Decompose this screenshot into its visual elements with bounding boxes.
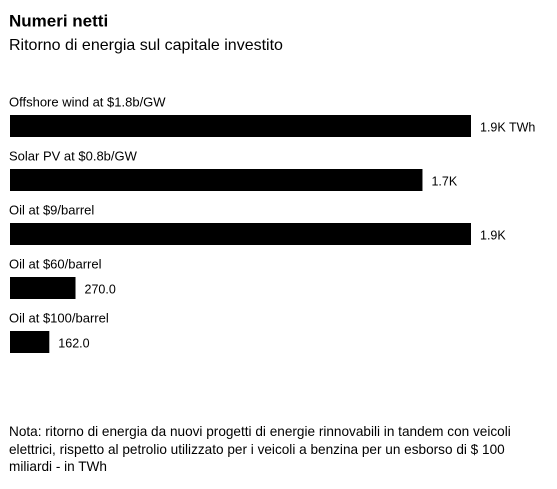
category-label: Oil at $9/barrel: [9, 202, 94, 217]
value-label: 1.7K: [431, 174, 457, 188]
value-label: 1.9K: [480, 228, 506, 242]
value-label: 1.9K TWh: [480, 120, 535, 134]
chart-subtitle: Ritorno di energia sul capitale investit…: [9, 37, 283, 54]
category-label: Oil at $60/barrel: [9, 256, 102, 271]
bar: [10, 331, 50, 353]
bar: [10, 223, 471, 245]
category-label: Oil at $100/barrel: [9, 310, 109, 325]
value-label: 162.0: [58, 336, 89, 350]
bar: [10, 169, 423, 191]
note: Nota: ritorno di energia da nuovi proget…: [9, 424, 511, 474]
category-label: Offshore wind at $1.8b/GW: [9, 94, 166, 109]
chart-title: Numeri netti: [9, 11, 108, 30]
value-label: 270.0: [85, 282, 116, 296]
category-label: Solar PV at $0.8b/GW: [9, 148, 138, 163]
bar: [10, 277, 76, 299]
chart: Numeri netti Ritorno di energia sul capi…: [9, 11, 535, 353]
bar: [10, 115, 471, 137]
